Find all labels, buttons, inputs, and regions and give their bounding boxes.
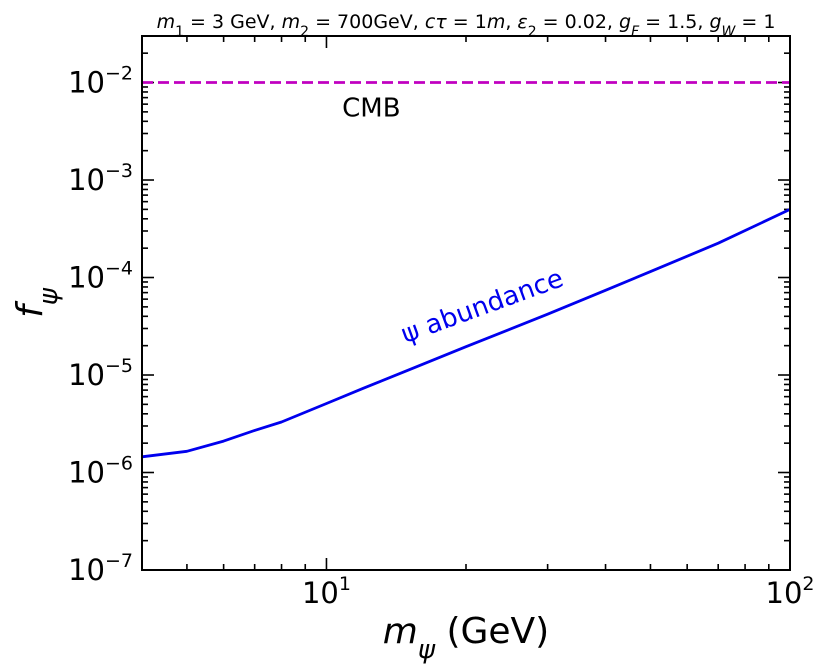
ticks-layer: 101 102 10−7 10−6 10−5 10−4 10−3 10−2 (68, 35, 815, 610)
annotation-layer: CMB ψ abundance (342, 93, 567, 350)
y-tick-label: 10−6 (68, 453, 133, 490)
series-layer (141, 81, 791, 459)
y-tick-label: 10−4 (68, 258, 133, 295)
x-axis-label: mψ (GeV) (383, 611, 549, 665)
y-tick-label: 10−3 (68, 160, 133, 197)
x-tick-label: 101 (302, 573, 351, 610)
series-line-0 (141, 208, 791, 459)
annotation-label-1: ψ abundance (397, 264, 567, 350)
y-tick-label: 10−5 (68, 355, 133, 392)
y-tick-label: 10−7 (68, 550, 133, 587)
x-tick-label: 102 (766, 573, 815, 610)
y-tick-label: 10−2 (68, 63, 133, 100)
plot-frame (141, 35, 791, 571)
y-axis-label: fψ (10, 287, 64, 318)
annotation-label-0: CMB (342, 93, 400, 123)
